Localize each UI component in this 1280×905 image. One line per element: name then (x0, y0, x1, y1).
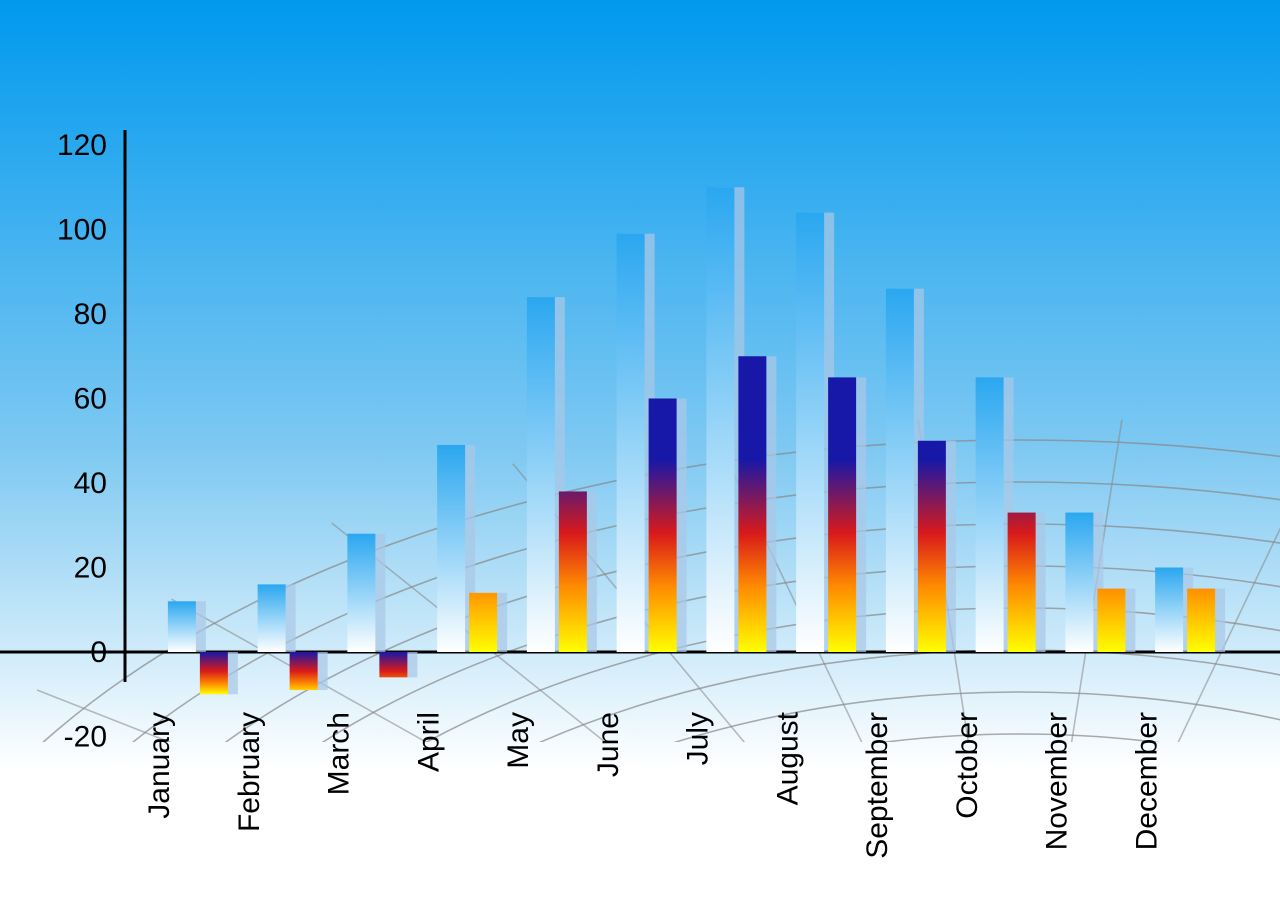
bar-blue (617, 234, 645, 652)
y-tick-label: 80 (74, 298, 107, 331)
y-tick-label: 40 (74, 467, 107, 500)
bar-blue (1155, 568, 1183, 653)
y-tick-label: 100 (57, 214, 107, 247)
bar-fire (918, 441, 946, 652)
y-tick-label: -20 (64, 721, 107, 754)
monthly-bar-chart: -20 0 20 40 60 80 100 120 January February March A… (0, 0, 1280, 905)
bar-blue (706, 187, 734, 652)
bar-fire (559, 491, 587, 652)
bar-fire (379, 652, 407, 677)
x-tick-label: November (1041, 712, 1074, 850)
bar-fire (1097, 589, 1125, 652)
x-tick-label: December (1130, 712, 1163, 850)
bar-blue (976, 377, 1004, 652)
x-tick-label: April (412, 712, 445, 772)
bar-fire (469, 593, 497, 652)
bar-blue (258, 584, 286, 652)
bar-blue (437, 445, 465, 652)
bar-blue (527, 297, 555, 652)
y-tick-label: 120 (57, 129, 107, 162)
x-tick-label: July (682, 712, 715, 765)
bar-blue (347, 534, 375, 652)
x-tick-label: June (592, 712, 625, 777)
x-tick-label: October (951, 712, 984, 819)
bar-fire (1187, 589, 1215, 652)
y-tick-label: 20 (74, 552, 107, 585)
x-tick-label: August (771, 711, 804, 805)
bar-fire (649, 399, 677, 653)
bar-fire (738, 356, 766, 652)
x-tick-label: May (502, 712, 535, 769)
x-tick-label: September (861, 712, 894, 859)
x-tick-label: January (143, 712, 176, 819)
bar-fire (1008, 513, 1036, 652)
chart-container: -20 0 20 40 60 80 100 120 January February March A… (0, 0, 1280, 905)
bar-blue (886, 289, 914, 652)
bar-fire (290, 652, 318, 690)
bar-blue (796, 213, 824, 652)
y-tick-label: 0 (90, 636, 107, 669)
bar-blue (168, 601, 196, 652)
bar-fire (828, 377, 856, 652)
bar-blue (1065, 513, 1093, 652)
x-tick-label: March (323, 712, 356, 795)
bar-fire (200, 652, 228, 694)
x-tick-label: February (233, 712, 266, 832)
y-tick-label: 60 (74, 383, 107, 416)
